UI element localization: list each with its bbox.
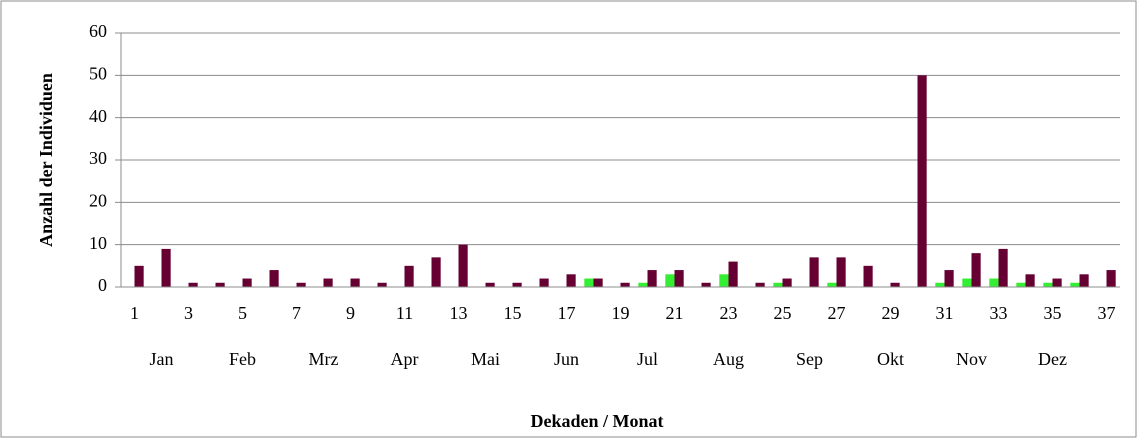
bar: [962, 278, 972, 287]
bar: [593, 278, 603, 287]
x-tick-label: 11: [396, 303, 413, 323]
month-label: Jun: [554, 349, 579, 369]
x-tick-label: 7: [292, 303, 301, 323]
month-label: Dez: [1038, 349, 1067, 369]
x-tick-label: 1: [130, 303, 139, 323]
x-tick-label: 35: [1044, 303, 1062, 323]
y-tick-label: 60: [89, 21, 107, 41]
bar: [1025, 274, 1035, 287]
y-axis-label: Anzahl der Individuen: [36, 73, 56, 247]
bar: [674, 270, 684, 287]
bar: [215, 282, 225, 287]
bar: [134, 265, 144, 287]
x-tick-label: 31: [936, 303, 954, 323]
bar: [782, 278, 792, 287]
x-tick-label: 5: [238, 303, 247, 323]
y-tick-label: 50: [89, 63, 107, 83]
y-tick-label: 20: [89, 190, 107, 210]
bar: [620, 282, 630, 287]
bar: [512, 282, 522, 287]
x-tick-label: 15: [504, 303, 522, 323]
bar: [989, 278, 999, 287]
bar: [296, 282, 306, 287]
bar: [1052, 278, 1062, 287]
x-tick-label: 13: [450, 303, 468, 323]
bar: [1016, 282, 1026, 287]
bar: [719, 274, 729, 287]
bar: [377, 282, 387, 287]
month-label: Mrz: [309, 349, 339, 369]
bar: [350, 278, 360, 287]
month-label: Jan: [150, 349, 174, 369]
month-label: Sep: [796, 349, 823, 369]
month-label: Feb: [229, 349, 256, 369]
month-label: Mai: [471, 349, 500, 369]
bar: [458, 244, 468, 287]
x-tick-label: 33: [990, 303, 1008, 323]
bar: [584, 278, 594, 287]
x-tick-label: 37: [1098, 303, 1116, 323]
bar: [701, 282, 711, 287]
month-label: Nov: [956, 349, 987, 369]
y-tick-label: 0: [98, 275, 107, 295]
bar: [539, 278, 549, 287]
bar: [269, 270, 279, 287]
bar: [935, 282, 945, 287]
x-tick-label: 17: [558, 303, 576, 323]
y-tick-label: 40: [89, 106, 107, 126]
y-tick-label: 30: [89, 148, 107, 168]
bar: [773, 282, 783, 287]
x-tick-label: 19: [612, 303, 630, 323]
bar: [431, 257, 441, 287]
month-label: Aug: [713, 349, 744, 369]
bar: [404, 265, 414, 287]
bar: [863, 265, 873, 287]
bar: [890, 282, 900, 287]
x-tick-label: 25: [774, 303, 792, 323]
bar: [755, 282, 765, 287]
bar: [1043, 282, 1053, 287]
bar: [971, 253, 981, 287]
x-tick-label: 23: [720, 303, 738, 323]
bar: [242, 278, 252, 287]
month-label: Okt: [877, 349, 904, 369]
x-tick-label: 29: [882, 303, 900, 323]
x-tick-label: 21: [666, 303, 684, 323]
month-label: Apr: [391, 349, 419, 369]
bar: [638, 282, 648, 287]
bar: [827, 282, 837, 287]
bar: [998, 248, 1008, 287]
bar: [485, 282, 495, 287]
x-axis-label: Dekaden / Monat: [530, 411, 663, 431]
bar: [944, 270, 954, 287]
month-label: Jul: [637, 349, 658, 369]
bar: [323, 278, 333, 287]
x-tick-label: 27: [828, 303, 846, 323]
bar: [647, 270, 657, 287]
x-tick-label: 9: [346, 303, 355, 323]
bar: [188, 282, 198, 287]
y-tick-label: 10: [89, 233, 107, 253]
bar: [1070, 282, 1080, 287]
bar: [665, 274, 675, 287]
bar: [728, 261, 738, 287]
bar: [566, 274, 576, 287]
bar: [917, 75, 927, 287]
bar: [809, 257, 819, 287]
bar: [1106, 270, 1116, 287]
bar: [836, 257, 846, 287]
bar: [1079, 274, 1089, 287]
bar: [161, 248, 171, 287]
x-tick-label: 3: [184, 303, 193, 323]
